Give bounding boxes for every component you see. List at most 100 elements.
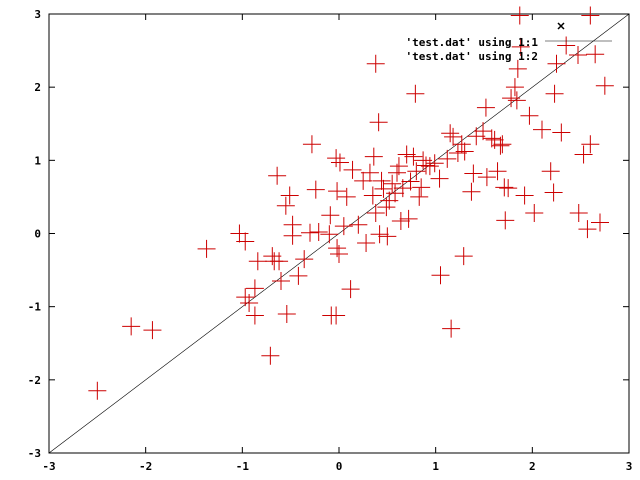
data-point-marker xyxy=(477,168,496,187)
data-point-marker xyxy=(515,186,534,205)
data-point-marker xyxy=(474,122,493,141)
identity-line-series xyxy=(48,13,630,454)
data-point-marker xyxy=(499,179,518,198)
data-point-marker xyxy=(372,171,391,190)
data-point-marker xyxy=(464,164,483,183)
data-point-marker xyxy=(399,209,418,228)
data-point-marker xyxy=(507,91,526,110)
x-tick-label: 2 xyxy=(529,460,536,473)
data-point-marker xyxy=(327,149,346,168)
data-point-marker xyxy=(393,179,412,198)
data-point-marker xyxy=(366,204,385,223)
x-tick-label: 1 xyxy=(432,460,439,473)
data-point-marker xyxy=(441,124,460,143)
data-point-marker xyxy=(197,239,216,258)
data-point-marker xyxy=(420,157,439,176)
data-point-marker xyxy=(263,247,282,266)
data-point-marker xyxy=(505,78,524,97)
data-point-marker xyxy=(586,45,605,64)
data-point-marker xyxy=(295,250,314,269)
data-point-marker xyxy=(386,184,405,203)
data-point-marker xyxy=(268,166,287,185)
y-tick-label: -3 xyxy=(28,447,41,460)
data-point-marker xyxy=(245,279,264,298)
data-point-marker xyxy=(448,144,467,163)
data-point-marker xyxy=(581,135,600,154)
data-point-marker xyxy=(454,247,473,266)
x-tick-label: -2 xyxy=(139,460,152,473)
data-point-marker xyxy=(277,304,296,323)
data-point-marker xyxy=(544,183,563,202)
data-point-marker xyxy=(425,154,444,173)
data-point-marker xyxy=(143,321,162,340)
data-point-marker xyxy=(88,381,107,400)
data-point-marker xyxy=(330,244,348,263)
data-point-marker xyxy=(320,225,339,244)
data-point-marker xyxy=(360,163,379,182)
data-point-marker xyxy=(389,157,408,176)
data-point-marker xyxy=(417,156,435,175)
data-point-marker xyxy=(270,252,289,271)
data-point-marker xyxy=(301,223,319,242)
y-tick-label: -1 xyxy=(28,301,42,314)
y-tick-label: -2 xyxy=(28,374,41,387)
data-point-marker xyxy=(557,36,576,55)
data-point-marker xyxy=(327,306,346,325)
data-point-marker xyxy=(377,198,396,217)
data-point-marker xyxy=(397,145,416,164)
data-point-marker xyxy=(407,162,426,181)
data-point-marker xyxy=(122,317,141,336)
data-point-marker xyxy=(488,162,507,181)
data-point-marker xyxy=(349,215,368,234)
data-point-marker xyxy=(374,179,393,198)
data-point-marker xyxy=(378,227,397,246)
data-point-marker xyxy=(462,182,481,201)
data-point-marker xyxy=(328,182,347,201)
data-point-marker xyxy=(495,178,514,197)
x-tick-label: -1 xyxy=(236,460,250,473)
x-tick-label: 0 xyxy=(336,460,343,473)
data-point-marker xyxy=(370,225,389,244)
data-point-marker xyxy=(455,142,474,161)
y-tick-label: 3 xyxy=(34,8,41,21)
data-point-marker xyxy=(431,266,450,285)
data-point-marker xyxy=(493,135,512,154)
data-point-marker xyxy=(321,206,340,225)
legend-x-marker xyxy=(557,22,565,30)
data-point-marker xyxy=(541,162,560,181)
data-point-marker xyxy=(357,234,376,253)
data-point-marker xyxy=(552,123,571,142)
data-point-marker xyxy=(591,213,609,232)
data-point-marker xyxy=(283,226,302,245)
data-points-series xyxy=(88,6,614,400)
data-point-marker xyxy=(520,106,539,125)
data-point-marker xyxy=(236,232,255,251)
legend: 'test.dat' using 1:1 'test.dat' using 1:… xyxy=(406,22,612,64)
data-point-marker xyxy=(444,127,463,146)
axis-ticks: -3 -2 -1 0 1 2 3 -3 -2 -1 0 1 2 3 xyxy=(28,8,633,473)
identity-line xyxy=(48,13,630,454)
x-tick-label: 3 xyxy=(626,460,633,473)
data-point-marker xyxy=(496,211,515,230)
data-point-marker xyxy=(401,172,420,191)
data-point-marker xyxy=(595,76,614,95)
data-point-marker xyxy=(364,147,383,166)
data-point-marker xyxy=(410,187,429,206)
data-point-marker xyxy=(309,223,328,242)
data-point-marker xyxy=(337,187,356,206)
data-point-marker xyxy=(430,169,449,188)
legend-label-series-1: 'test.dat' using 1:1 xyxy=(406,36,539,49)
data-point-marker xyxy=(510,6,529,25)
data-point-marker xyxy=(482,129,501,148)
y-tick-label: 1 xyxy=(34,154,41,167)
data-point-marker xyxy=(406,84,425,103)
data-point-marker xyxy=(533,120,551,139)
data-point-marker xyxy=(245,306,264,325)
data-point-marker xyxy=(491,136,510,155)
data-point-marker xyxy=(289,266,308,285)
data-point-marker xyxy=(412,178,431,197)
data-point-marker xyxy=(330,153,349,172)
data-point-marker xyxy=(261,346,280,365)
data-point-marker xyxy=(476,98,495,117)
